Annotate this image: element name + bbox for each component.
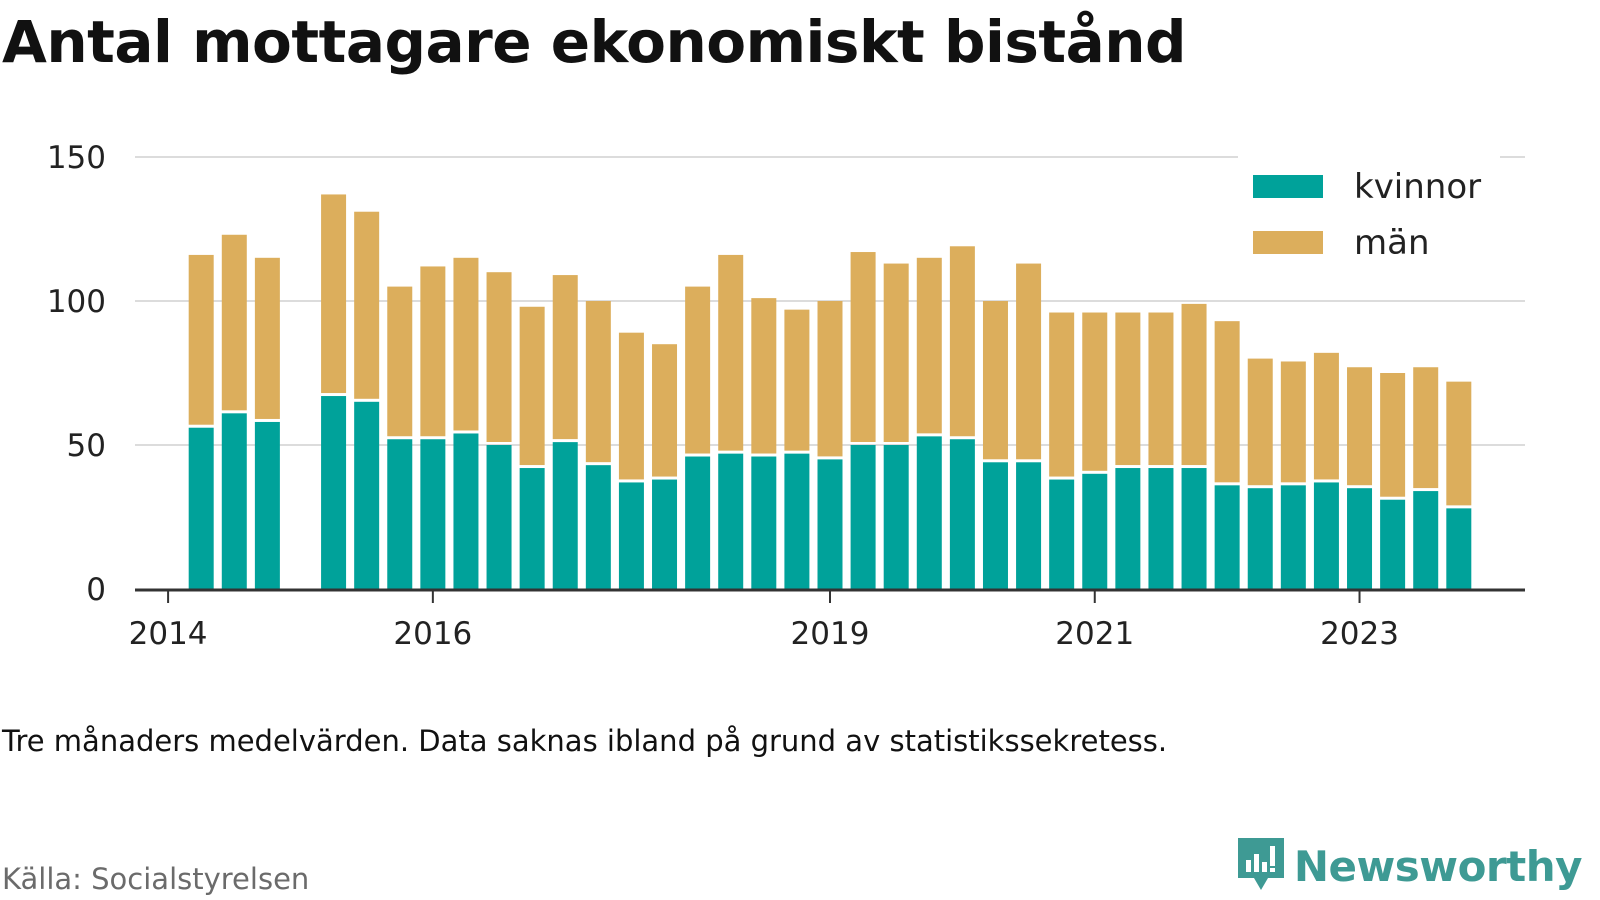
bar-kvinnor-4 xyxy=(354,401,380,589)
bar-kvinnor-14 xyxy=(685,456,711,589)
bar-man-32 xyxy=(1280,361,1306,483)
bar-man-2 xyxy=(254,257,280,419)
bar-man-24 xyxy=(1016,263,1042,460)
bar-kvinnor-15 xyxy=(718,453,744,589)
x-tick-label-2016: 2016 xyxy=(393,616,472,652)
bar-kvinnor-36 xyxy=(1413,491,1439,589)
bar-kvinnor-17 xyxy=(784,453,810,589)
bar-kvinnor-7 xyxy=(453,433,479,589)
bar-man-31 xyxy=(1247,358,1273,486)
bar-man-15 xyxy=(718,254,744,451)
bar-kvinnor-30 xyxy=(1214,485,1240,589)
bar-kvinnor-23 xyxy=(982,462,1008,589)
bar-kvinnor-33 xyxy=(1313,482,1339,589)
bar-kvinnor-18 xyxy=(817,459,843,589)
bar-man-21 xyxy=(916,257,942,434)
bar-kvinnor-16 xyxy=(751,456,777,589)
bar-kvinnor-22 xyxy=(949,439,975,589)
bar-man-11 xyxy=(585,301,611,463)
bar-kvinnor-6 xyxy=(420,439,446,589)
bar-kvinnor-28 xyxy=(1148,468,1174,589)
bar-man-22 xyxy=(949,246,975,437)
bar-man-19 xyxy=(850,252,876,442)
bar-kvinnor-1 xyxy=(221,413,247,589)
bar-man-16 xyxy=(751,298,777,454)
bar-kvinnor-24 xyxy=(1016,462,1042,589)
bar-man-14 xyxy=(685,286,711,454)
y-tick-label-150: 150 xyxy=(47,140,106,176)
bar-man-20 xyxy=(883,263,909,442)
bar-kvinnor-31 xyxy=(1247,488,1273,589)
bar-man-35 xyxy=(1380,373,1406,497)
bar-kvinnor-19 xyxy=(850,445,876,589)
bar-kvinnor-2 xyxy=(254,421,280,589)
bar-man-17 xyxy=(784,309,810,451)
bar-kvinnor-3 xyxy=(321,396,347,589)
bar-man-29 xyxy=(1181,303,1207,466)
bar-man-13 xyxy=(652,344,678,477)
x-tick-label-2023: 2023 xyxy=(1320,616,1399,652)
bar-kvinnor-9 xyxy=(519,468,545,589)
axis-layer: 0 50 100 150 2014 2016 2019 2021 2023 xyxy=(47,140,1525,652)
bar-kvinnor-5 xyxy=(387,439,413,589)
bar-kvinnor-21 xyxy=(916,436,942,589)
chart-title: Antal mottagare ekonomiskt bistånd xyxy=(2,8,1187,76)
bar-man-30 xyxy=(1214,321,1240,483)
bar-man-23 xyxy=(982,301,1008,460)
bar-kvinnor-29 xyxy=(1181,468,1207,589)
bar-man-12 xyxy=(618,332,644,480)
bar-man-33 xyxy=(1313,352,1339,480)
bar-man-34 xyxy=(1347,367,1373,486)
chart-note: Tre månaders medelvärden. Data saknas ib… xyxy=(2,724,1168,758)
bar-man-4 xyxy=(354,211,380,399)
bar-man-27 xyxy=(1115,312,1141,466)
bar-kvinnor-11 xyxy=(585,465,611,589)
bar-kvinnor-27 xyxy=(1115,468,1141,589)
bar-man-10 xyxy=(552,275,578,440)
y-tick-label-100: 100 xyxy=(47,284,106,320)
bar-kvinnor-13 xyxy=(652,479,678,589)
legend-swatch-1 xyxy=(1253,231,1323,254)
brand-name: Newsworthy xyxy=(1293,841,1583,891)
bar-man-28 xyxy=(1148,312,1174,466)
newsworthy-logo-icon xyxy=(1237,838,1284,890)
x-tick-label-2019: 2019 xyxy=(791,616,870,652)
bar-man-5 xyxy=(387,286,413,437)
bar-kvinnor-8 xyxy=(486,445,512,589)
legend: kvinnor män xyxy=(1238,156,1500,274)
legend-label-0: kvinnor xyxy=(1354,167,1481,207)
x-tick-label-2021: 2021 xyxy=(1055,616,1134,652)
bar-kvinnor-25 xyxy=(1049,479,1075,589)
bar-man-26 xyxy=(1082,312,1108,471)
bar-man-1 xyxy=(221,234,247,411)
bar-man-7 xyxy=(453,257,479,431)
bar-kvinnor-26 xyxy=(1082,473,1108,589)
bar-kvinnor-34 xyxy=(1347,488,1373,589)
y-tick-label-0: 0 xyxy=(86,572,106,608)
bar-man-6 xyxy=(420,266,446,437)
bar-kvinnor-10 xyxy=(552,442,578,589)
bar-kvinnor-12 xyxy=(618,482,644,589)
legend-swatch-0 xyxy=(1253,175,1323,198)
bar-man-37 xyxy=(1446,381,1472,506)
bar-kvinnor-20 xyxy=(883,445,909,589)
bar-kvinnor-37 xyxy=(1446,508,1472,589)
x-tick-label-2014: 2014 xyxy=(129,616,208,652)
bar-man-36 xyxy=(1413,367,1439,489)
bar-man-25 xyxy=(1049,312,1075,477)
bar-man-8 xyxy=(486,272,512,442)
bar-man-3 xyxy=(321,194,347,394)
source-text: Källa: Socialstyrelsen xyxy=(2,862,310,896)
bar-kvinnor-35 xyxy=(1380,499,1406,589)
legend-label-1: män xyxy=(1354,223,1430,263)
y-tick-label-50: 50 xyxy=(67,428,106,464)
bar-layer xyxy=(188,194,1472,589)
bar-kvinnor-0 xyxy=(188,427,214,589)
bar-kvinnor-32 xyxy=(1280,485,1306,589)
bar-man-18 xyxy=(817,301,843,457)
brand-logo[interactable]: Newsworthy xyxy=(1237,838,1583,894)
bar-man-0 xyxy=(188,254,214,425)
bar-man-9 xyxy=(519,306,545,466)
